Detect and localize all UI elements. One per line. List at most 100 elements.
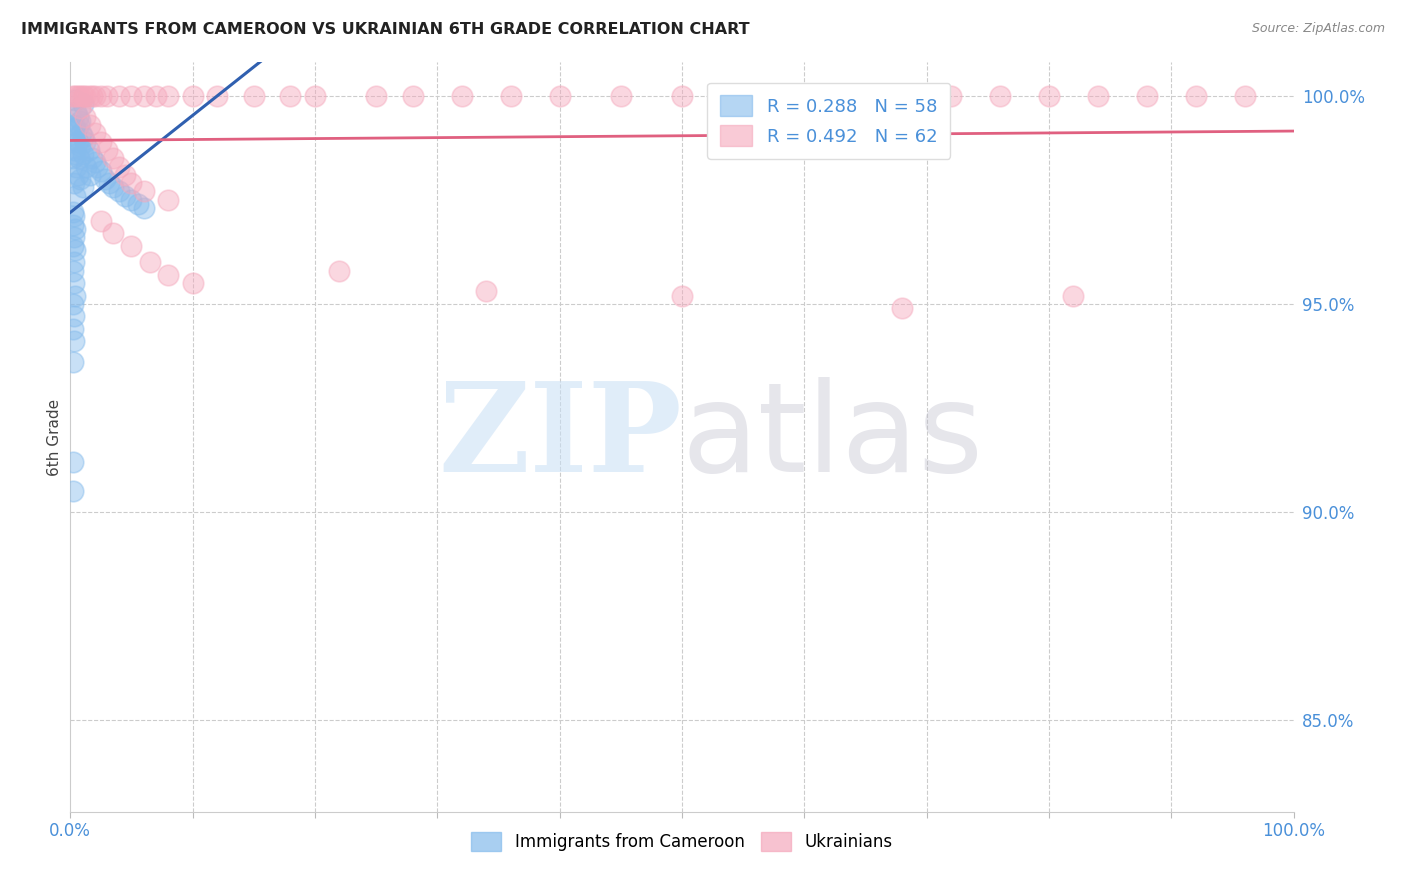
Point <box>108 160 131 174</box>
Point <box>63 222 86 236</box>
Point <box>77 88 100 103</box>
Point <box>63 210 86 224</box>
Point <box>69 101 91 115</box>
Point <box>499 88 522 103</box>
Point <box>69 138 91 153</box>
Text: IMMIGRANTS FROM CAMEROON VS UKRAINIAN 6TH GRADE CORRELATION CHART: IMMIGRANTS FROM CAMEROON VS UKRAINIAN 6T… <box>21 22 749 37</box>
Point <box>548 88 571 103</box>
Point <box>63 143 86 157</box>
Point <box>93 172 115 186</box>
Point <box>90 88 112 103</box>
Point <box>1062 288 1084 302</box>
Point <box>66 135 89 149</box>
Point <box>67 118 90 132</box>
Point <box>69 88 91 103</box>
Point <box>63 255 86 269</box>
Point <box>72 97 94 112</box>
Point <box>62 205 84 219</box>
Point <box>1038 88 1060 103</box>
Point <box>63 310 86 324</box>
Point <box>90 213 112 227</box>
Point <box>83 126 105 140</box>
Point <box>475 285 498 299</box>
Point <box>63 188 86 202</box>
Point <box>402 88 425 103</box>
Point <box>73 88 96 103</box>
Point <box>1087 88 1109 103</box>
Point <box>62 484 84 499</box>
Point <box>181 88 204 103</box>
Point <box>132 88 155 103</box>
Point <box>63 288 86 302</box>
Point <box>610 88 633 103</box>
Point <box>1184 88 1206 103</box>
Point <box>66 88 89 103</box>
Point <box>63 93 86 107</box>
Point <box>101 180 124 194</box>
Point <box>82 151 104 165</box>
Point <box>145 88 167 103</box>
Point <box>73 110 96 124</box>
Point <box>82 88 104 103</box>
Point <box>62 297 84 311</box>
Point <box>1136 88 1159 103</box>
Point <box>132 201 155 215</box>
Point <box>62 238 84 252</box>
Point <box>79 168 101 182</box>
Point <box>181 276 204 290</box>
Point <box>205 88 228 103</box>
Point <box>450 88 472 103</box>
Point <box>891 301 914 315</box>
Point <box>90 163 112 178</box>
Point <box>65 160 87 174</box>
Point <box>157 88 180 103</box>
Point <box>62 218 84 232</box>
Point <box>72 130 94 145</box>
Point <box>62 455 84 469</box>
Y-axis label: 6th Grade: 6th Grade <box>46 399 62 475</box>
Point <box>62 355 84 369</box>
Point <box>63 118 86 132</box>
Point <box>96 143 118 157</box>
Text: ZIP: ZIP <box>439 376 682 498</box>
Point <box>121 88 143 103</box>
Point <box>67 151 90 165</box>
Point <box>62 322 84 336</box>
Point <box>127 197 149 211</box>
Point <box>72 147 94 161</box>
Point <box>114 188 136 202</box>
Point <box>63 88 86 103</box>
Point <box>114 168 136 182</box>
Point <box>939 88 962 103</box>
Point <box>671 88 693 103</box>
Point <box>121 238 143 252</box>
Point <box>121 193 143 207</box>
Point <box>70 126 93 140</box>
Point <box>108 185 131 199</box>
Legend: Immigrants from Cameroon, Ukrainians: Immigrants from Cameroon, Ukrainians <box>463 823 901 860</box>
Point <box>988 88 1011 103</box>
Text: Source: ZipAtlas.com: Source: ZipAtlas.com <box>1251 22 1385 36</box>
Point <box>62 88 84 103</box>
Point <box>63 276 86 290</box>
Point <box>90 135 112 149</box>
Point <box>328 263 350 277</box>
Point <box>793 88 815 103</box>
Point <box>69 113 91 128</box>
Point <box>132 185 155 199</box>
Point <box>121 176 143 190</box>
Point <box>73 135 96 149</box>
Point <box>101 226 124 240</box>
Point <box>66 110 89 124</box>
Point <box>62 263 84 277</box>
Point <box>366 88 388 103</box>
Point <box>108 88 131 103</box>
Point <box>96 88 118 103</box>
Point <box>101 151 124 165</box>
Point <box>63 230 86 244</box>
Point <box>304 88 326 103</box>
Point <box>63 243 86 257</box>
Point <box>157 268 180 282</box>
Point <box>75 160 97 174</box>
Point <box>72 180 94 194</box>
